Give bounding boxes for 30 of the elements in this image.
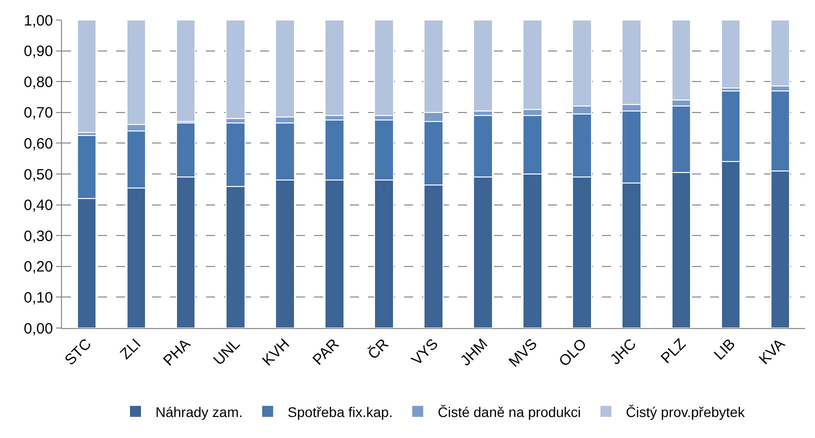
bar [720, 20, 741, 88]
y-tick-label: 0,80 [24, 74, 53, 91]
x-tick-label: PHA [160, 336, 194, 370]
x-tick-label: ČR [364, 334, 392, 363]
y-tick-label: 0,10 [24, 289, 53, 306]
x-tick-label: VYS [408, 336, 442, 369]
bar [76, 20, 97, 133]
x-tick-label: STC [62, 335, 96, 369]
x-tick-label: PLZ [658, 336, 690, 368]
legend-label: Náhrady zam. [156, 404, 243, 420]
y-tick-label: 1,00 [24, 12, 53, 30]
x-tick-label: LIB [710, 336, 739, 364]
y-tick-label: 0,00 [24, 320, 53, 338]
y-tick-label: 0,90 [24, 43, 53, 60]
y-tick-label: 0,50 [24, 166, 53, 184]
y-tick-label: 0,20 [24, 258, 53, 276]
x-tick-label: OLO [556, 336, 590, 370]
y-tick-label: 0,60 [24, 135, 53, 152]
y-tick-label: 0,30 [24, 228, 53, 245]
x-tick-label: UNL [210, 336, 244, 369]
legend-label: Čistý prov.přebytek [626, 404, 746, 420]
bar [225, 20, 246, 120]
x-tick-label: KVA [756, 336, 788, 368]
x-tick-label: JHC [607, 335, 640, 368]
x-tick-label: PAR [310, 335, 343, 369]
x-tick-label: ZLI [117, 336, 144, 363]
y-tick-label: 0,70 [24, 104, 53, 122]
legend-label: Spotřeba fix.kap. [288, 404, 393, 420]
legend-label: Čisté daně na produkci [438, 404, 581, 420]
y-tick-label: 0,40 [24, 197, 53, 214]
